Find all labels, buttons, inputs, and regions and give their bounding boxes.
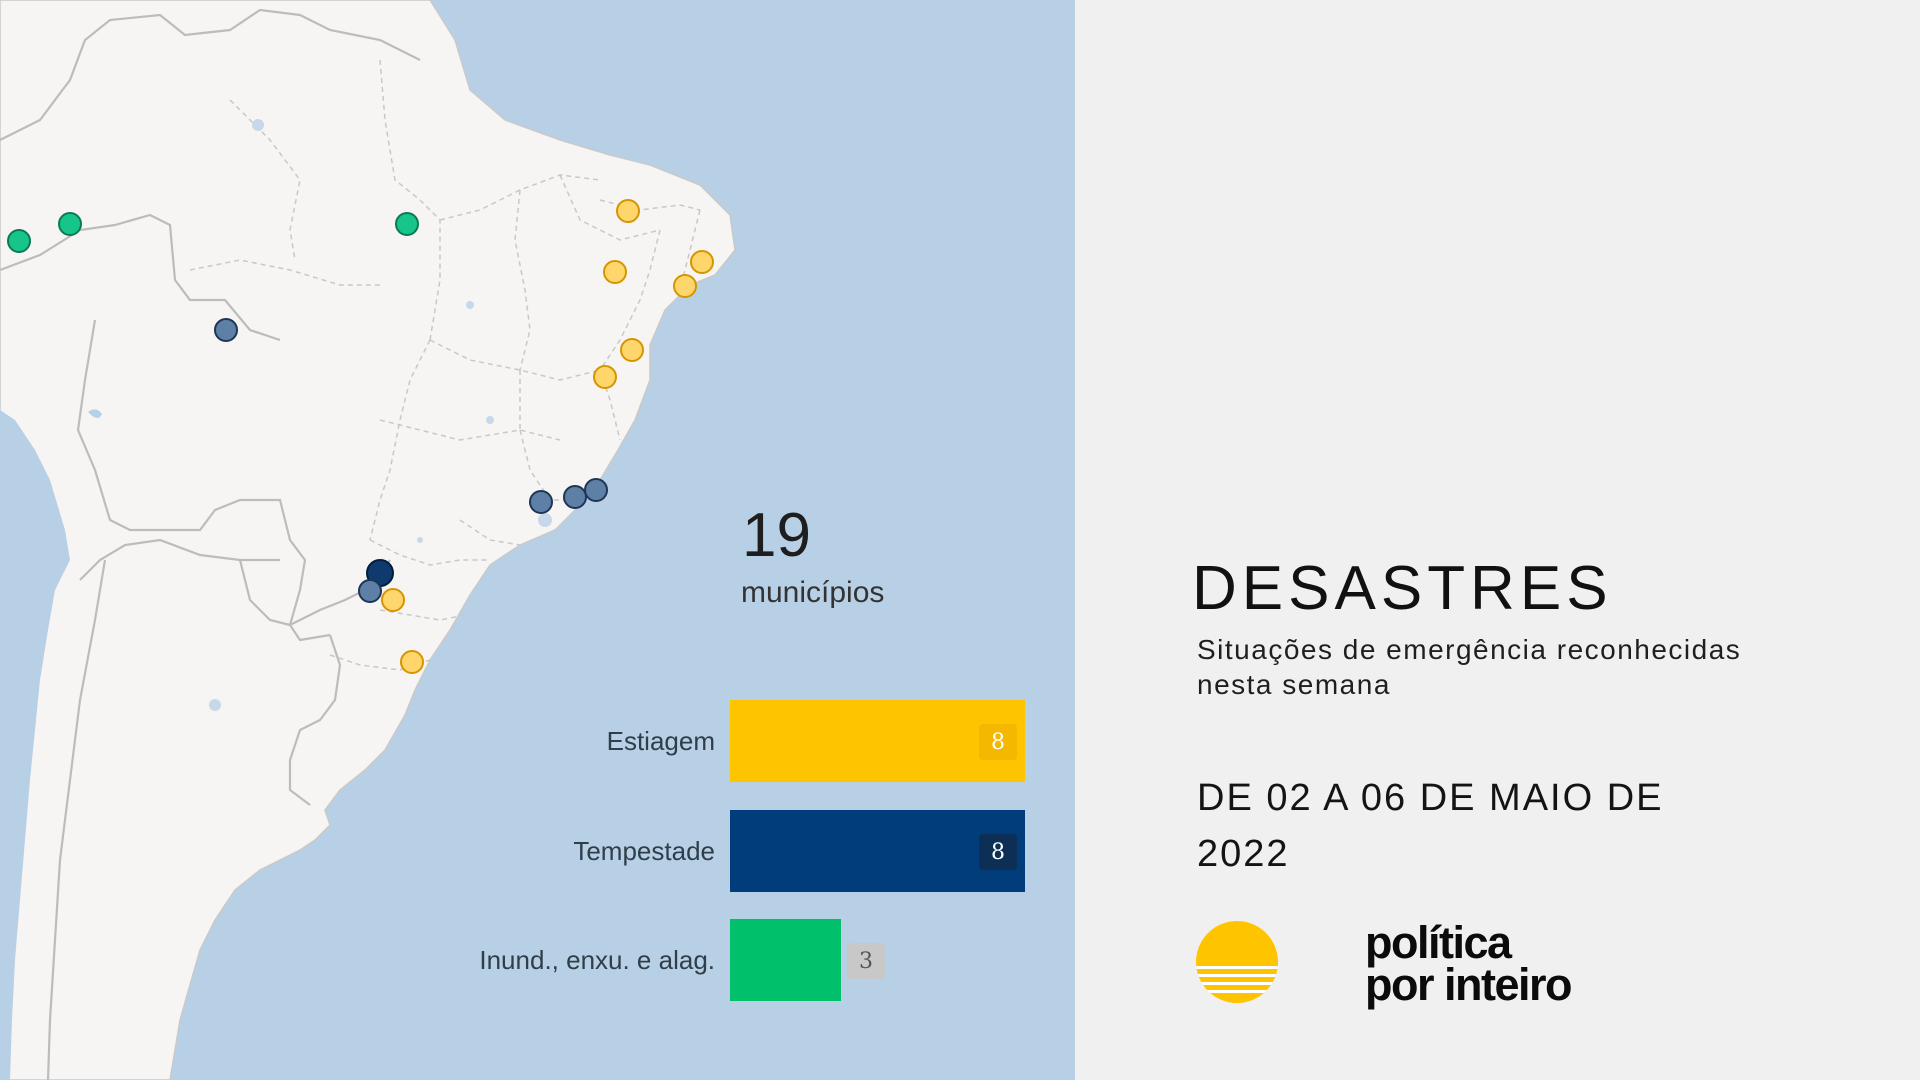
map-marker-tempestade[interactable] (358, 579, 382, 603)
disaster-markers (7, 199, 714, 674)
politica-por-inteiro-logo: política por inteiro (1195, 918, 1615, 1008)
bar[interactable] (730, 700, 1025, 782)
continent-land (0, 0, 736, 1080)
page-title: DESASTRES (1192, 554, 1613, 623)
bar[interactable] (730, 810, 1025, 892)
bar[interactable] (730, 919, 841, 1001)
map-marker-inundacao[interactable] (7, 229, 31, 253)
logo-wordmark: política por inteiro (1365, 917, 1573, 1010)
date-range: DE 02 A 06 DE MAIO DE 2022 (1197, 777, 1664, 875)
map-panel[interactable]: 19 municípios Estiagem 8 Tempestade 8 Inund.… (0, 0, 1075, 1080)
logo-line-1: política (1365, 917, 1512, 968)
bar-label: Inund., enxu. e alag. (479, 945, 715, 975)
map-marker-tempestade[interactable] (563, 485, 587, 509)
sun-logo-icon (1196, 921, 1278, 1003)
lake-titicaca (88, 409, 102, 419)
info-panel: DESASTRES Situações de emergência reconh… (1075, 0, 1920, 1080)
map-marker-tempestade[interactable] (584, 478, 608, 502)
map-marker-tempestade[interactable] (529, 490, 553, 514)
brazil-map[interactable] (0, 0, 1075, 1080)
pacific-coast (0, 410, 70, 1080)
municipality-unit-label: municípios (741, 576, 885, 609)
map-marker-estiagem[interactable] (593, 365, 617, 389)
bar-value-label: 8 (979, 724, 1017, 760)
bar-value-label: 3 (847, 943, 885, 979)
bar-label: Estiagem (606, 726, 715, 756)
map-marker-estiagem[interactable] (620, 338, 644, 362)
map-marker-estiagem[interactable] (673, 274, 697, 298)
map-marker-estiagem[interactable] (400, 650, 424, 674)
municipality-count: 19 (742, 501, 811, 570)
bar-value-label: 8 (979, 834, 1017, 870)
map-marker-estiagem[interactable] (381, 588, 405, 612)
map-marker-estiagem[interactable] (690, 250, 714, 274)
page-subtitle: Situações de emergência reconhecidas nes… (1197, 634, 1742, 700)
map-marker-inundacao[interactable] (395, 212, 419, 236)
map-marker-inundacao[interactable] (58, 212, 82, 236)
map-marker-tempestade[interactable] (214, 318, 238, 342)
map-marker-estiagem[interactable] (616, 199, 640, 223)
bar-label: Tempestade (573, 836, 715, 866)
map-marker-estiagem[interactable] (603, 260, 627, 284)
inland-water (209, 119, 552, 711)
logo-line-2: por inteiro (1365, 959, 1573, 1010)
